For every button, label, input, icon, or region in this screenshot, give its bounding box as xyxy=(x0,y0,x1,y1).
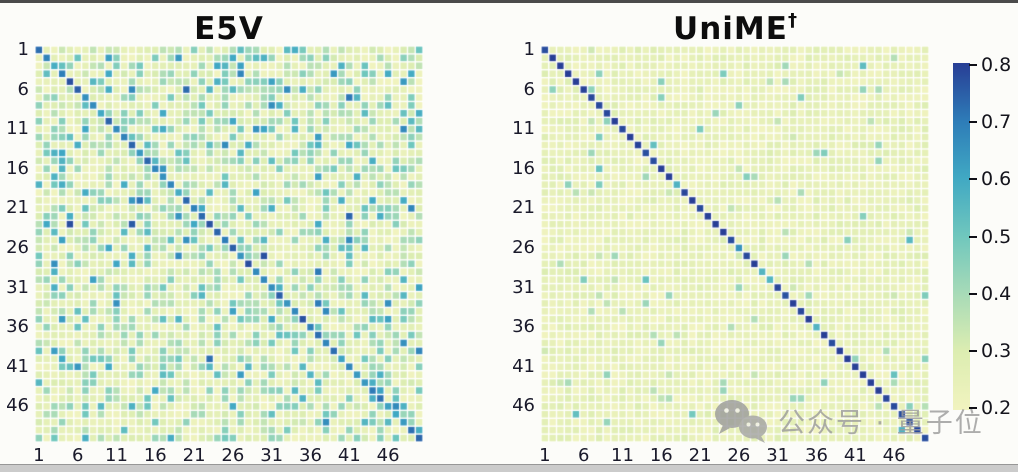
y-tick-label: 21 xyxy=(512,197,535,219)
unime-title: UniME† xyxy=(541,1,929,47)
x-tick-label: 16 xyxy=(649,445,673,466)
y-tick-label: 16 xyxy=(512,157,535,179)
x-tick-label: 16 xyxy=(143,445,167,466)
x-tick-label: 31 xyxy=(260,445,284,466)
colorbar-tick-label: 0.5 xyxy=(981,225,1012,248)
colorbar-tick-label: 0.4 xyxy=(981,282,1012,305)
bottom-border-line xyxy=(0,464,1018,472)
e5v-heatmap xyxy=(35,46,423,442)
y-tick-label: 6 xyxy=(17,78,29,100)
x-tick-label: 11 xyxy=(611,445,634,466)
y-tick-label: 36 xyxy=(6,316,29,338)
y-tick-label: 6 xyxy=(523,78,535,100)
x-tick-label: 26 xyxy=(221,445,245,466)
y-tick-label: 31 xyxy=(512,276,535,298)
x-tick-label: 31 xyxy=(766,445,790,466)
colorbar-tick xyxy=(969,178,977,181)
colorbar-tick xyxy=(969,292,977,295)
colorbar-tick-label: 0.8 xyxy=(981,54,1012,76)
y-tick-label: 41 xyxy=(512,355,535,377)
y-tick-label: 21 xyxy=(6,197,29,219)
dagger-superscript: † xyxy=(787,10,797,31)
y-tick-label: 26 xyxy=(6,236,29,258)
y-tick-label: 46 xyxy=(512,395,535,417)
x-tick-label: 1 xyxy=(539,445,551,466)
y-tick-label: 1 xyxy=(523,38,535,60)
x-tick-label: 36 xyxy=(299,445,322,466)
x-tick-label: 1 xyxy=(33,445,45,466)
y-tick-label: 31 xyxy=(6,276,29,298)
colorbar-tick-label: 0.7 xyxy=(981,111,1012,134)
colorbar-tick xyxy=(969,407,977,409)
y-tick-label: 46 xyxy=(6,395,29,417)
y-tick-label: 11 xyxy=(6,118,29,140)
x-tick-label: 21 xyxy=(182,445,206,466)
x-tick-label: 46 xyxy=(882,445,906,466)
colorbar-tick xyxy=(969,235,977,238)
y-tick-label: 36 xyxy=(512,316,535,338)
watermark: 公众号 · 量子位 xyxy=(712,396,984,444)
y-tick-label: 26 xyxy=(512,236,535,258)
unime-heatmap xyxy=(541,46,929,442)
y-tick-label: 1 xyxy=(17,38,29,60)
colorbar xyxy=(953,63,970,410)
unime-title-text: UniME xyxy=(673,11,788,47)
colorbar-tick-label: 0.2 xyxy=(981,397,1012,419)
x-tick-label: 26 xyxy=(727,445,751,466)
colorbar-tick-label: 0.6 xyxy=(981,168,1012,191)
x-tick-label: 41 xyxy=(337,445,361,466)
x-tick-label: 21 xyxy=(688,445,712,466)
wechat-icon xyxy=(715,400,767,443)
x-tick-label: 46 xyxy=(376,445,400,466)
top-border-line xyxy=(0,0,1018,3)
colorbar-tick xyxy=(969,64,977,66)
colorbar-tick xyxy=(969,349,977,352)
e5v-title-text: E5V xyxy=(194,11,264,47)
x-tick-label: 11 xyxy=(105,445,128,466)
y-tick-label: 11 xyxy=(512,118,535,140)
e5v-title: E5V xyxy=(35,1,423,47)
y-tick-label: 41 xyxy=(6,355,29,377)
y-tick-label: 16 xyxy=(6,157,29,179)
x-tick-label: 6 xyxy=(577,445,590,466)
colorbar-tick xyxy=(969,121,977,124)
x-tick-label: 6 xyxy=(71,445,84,466)
colorbar-tick-label: 0.3 xyxy=(981,339,1012,362)
x-tick-label: 36 xyxy=(805,445,828,466)
x-tick-label: 41 xyxy=(843,445,867,466)
watermark-text: 公众号 · 量子位 xyxy=(778,407,984,439)
